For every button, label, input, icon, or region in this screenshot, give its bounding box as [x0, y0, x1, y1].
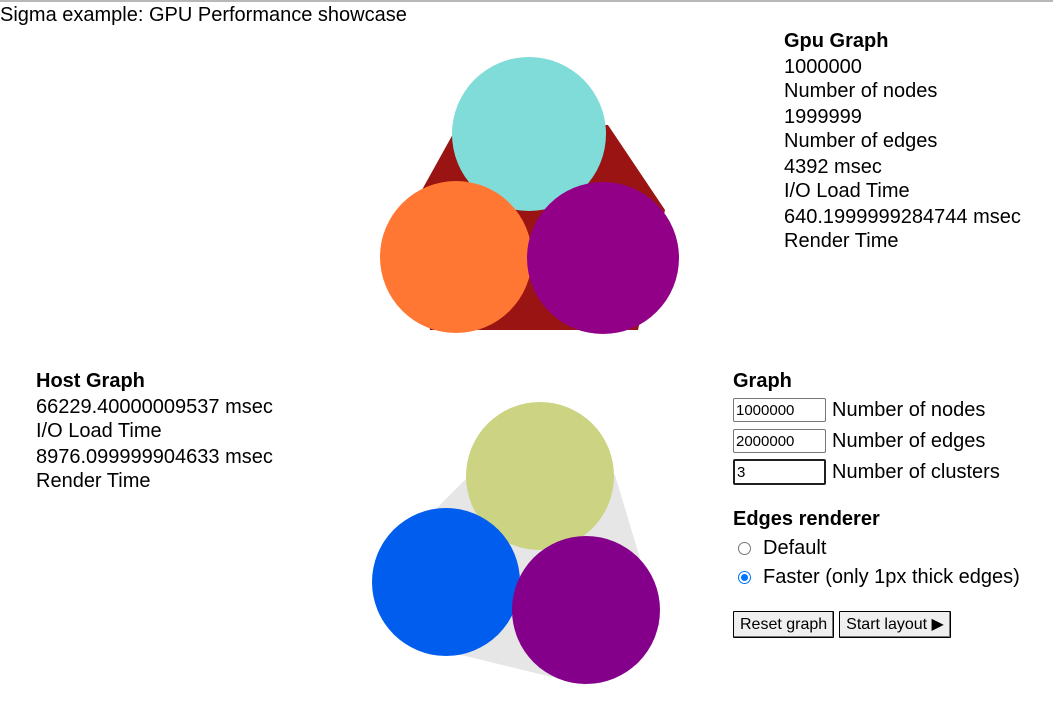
host-graph-heading: Host Graph: [36, 370, 145, 392]
host-cluster-right: [512, 536, 660, 684]
host-cluster-left: [372, 508, 520, 656]
gpu-graph-heading: Gpu Graph: [784, 30, 889, 52]
default-renderer-label[interactable]: Default: [763, 536, 827, 559]
gpu-load-time-label: I/O Load Time: [784, 180, 910, 202]
gpu-cluster-left: [380, 181, 532, 333]
nodes-count-input[interactable]: [733, 398, 826, 422]
faster-renderer-radio[interactable]: [738, 570, 751, 584]
clusters-field-row: Number of clusters: [733, 458, 1020, 486]
gpu-stats-panel: Gpu Graph 1000000 Number of nodes 199999…: [784, 29, 1021, 253]
gpu-edges-label: Number of edges: [784, 130, 938, 152]
page-title: Sigma example: GPU Performance showcase: [0, 4, 407, 26]
clusters-count-input[interactable]: [733, 459, 826, 485]
host-graph-canvas[interactable]: [360, 395, 680, 695]
gpu-nodes-value: 1000000: [784, 56, 862, 78]
gpu-stat-render-time: 640.1999999284744 msec Render Time: [784, 205, 1021, 253]
graph-controls-panel: Graph Number of nodes Number of edges Nu…: [733, 369, 1020, 638]
gpu-stat-edges: 1999999 Number of edges: [784, 105, 1021, 153]
host-render-time-label: Render Time: [36, 470, 151, 492]
gpu-stat-nodes: 1000000 Number of nodes: [784, 55, 1021, 103]
edges-renderer-heading: Edges renderer: [733, 508, 880, 530]
host-cluster-top: [466, 402, 614, 550]
gpu-render-time-label: Render Time: [784, 230, 899, 252]
gpu-cluster-top: [452, 57, 606, 211]
host-load-time-value: 66229.40000009537 msec: [36, 396, 273, 418]
host-stats-panel: Host Graph 66229.40000009537 msec I/O Lo…: [36, 369, 273, 493]
gpu-render-time-value: 640.1999999284744 msec: [784, 206, 1021, 228]
gpu-load-time-value: 4392 msec: [784, 156, 882, 178]
gpu-cluster-right: [527, 182, 679, 334]
edges-field-row: Number of edges: [733, 427, 1020, 455]
default-renderer-radio[interactable]: [738, 541, 751, 555]
nodes-field-row: Number of nodes: [733, 396, 1020, 424]
faster-renderer-label[interactable]: Faster (only 1px thick edges): [763, 565, 1020, 588]
window-top-border: [0, 0, 1053, 2]
gpu-graph-canvas[interactable]: [370, 50, 690, 350]
gpu-nodes-label: Number of nodes: [784, 80, 938, 102]
gpu-edges-value: 1999999: [784, 106, 862, 128]
nodes-count-label: Number of nodes: [832, 398, 986, 421]
gpu-stat-load-time: 4392 msec I/O Load Time: [784, 155, 1021, 203]
host-load-time-label: I/O Load Time: [36, 420, 162, 442]
host-stat-load-time: 66229.40000009537 msec I/O Load Time: [36, 395, 273, 443]
renderer-option-default[interactable]: Default: [733, 536, 1020, 560]
host-render-time-value: 8976.099999904633 msec: [36, 446, 273, 468]
clusters-count-label: Number of clusters: [832, 460, 1000, 483]
controls-heading: Graph: [733, 370, 792, 392]
edges-count-input[interactable]: [733, 429, 826, 453]
start-layout-button[interactable]: Start layout ▶: [839, 611, 951, 638]
edges-count-label: Number of edges: [832, 429, 986, 452]
action-buttons: Reset graph Start layout ▶: [733, 611, 1020, 638]
renderer-option-faster[interactable]: Faster (only 1px thick edges): [733, 565, 1020, 589]
reset-graph-button[interactable]: Reset graph: [733, 611, 835, 638]
host-stat-render-time: 8976.099999904633 msec Render Time: [36, 445, 273, 493]
